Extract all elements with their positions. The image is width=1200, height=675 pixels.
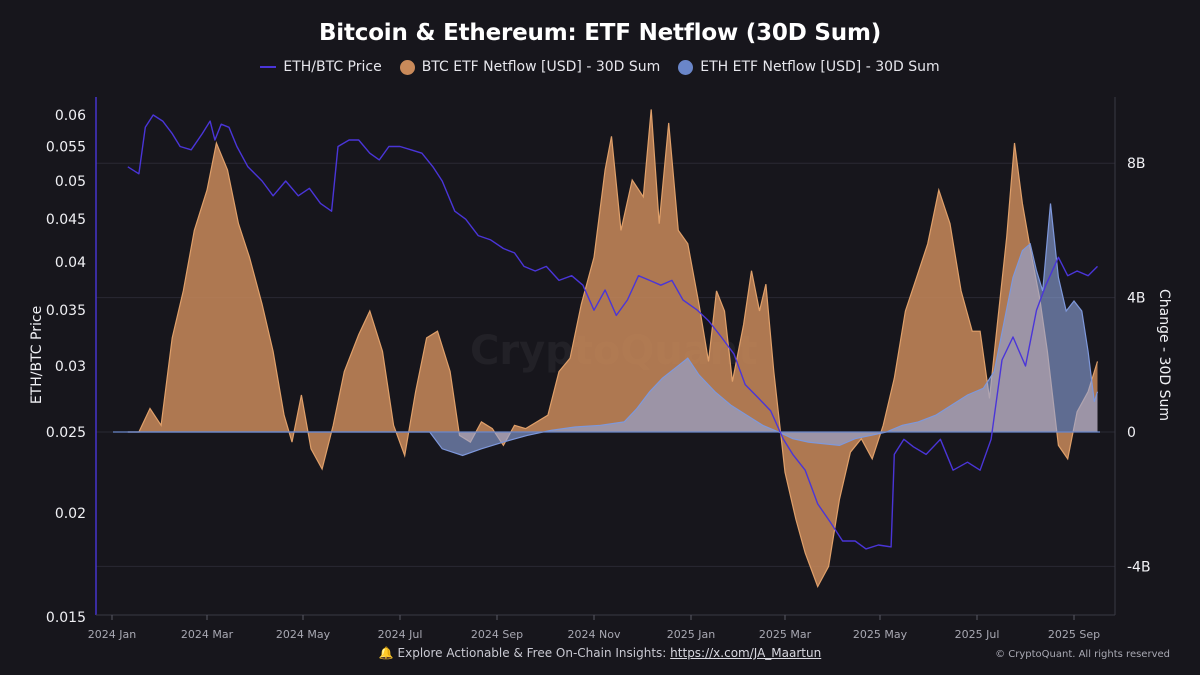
legend-dot-swatch: [399, 59, 415, 75]
y-left-tick-label: 0.045: [46, 212, 86, 228]
legend-line-swatch: [260, 66, 277, 68]
chart-title: Bitcoin & Ethereum: ETF Netflow (30D Sum…: [318, 20, 882, 46]
footer-text: Explore Actionable & Free On-Chain Insig…: [397, 646, 667, 660]
legend-label: BTC ETF Netflow [USD] - 30D Sum: [421, 59, 661, 75]
x-tick-label: 2024 Mar: [181, 628, 234, 641]
x-tick-label: 2025 May: [853, 628, 908, 641]
x-tick-label: 2025 Jul: [955, 628, 1000, 641]
y-right-tick-label: 4B: [1127, 291, 1146, 307]
eth-etf-netflow-area: [127, 203, 1098, 456]
y-left-tick-label: 0.06: [55, 108, 86, 124]
legend-item-eth-btc-price[interactable]: ETH/BTC Price: [260, 59, 382, 75]
y-left-tick-label: 0.025: [46, 425, 86, 441]
x-tick-label: 2025 Jan: [667, 628, 715, 641]
eth-btc-price-line: [127, 114, 1098, 550]
legend-label: ETH/BTC Price: [283, 59, 382, 75]
y-left-tick-label: 0.04: [55, 255, 86, 271]
footer: 🔔 Explore Actionable & Free On-Chain Ins…: [0, 646, 1200, 660]
y-right-tick-label: 0: [1127, 425, 1136, 441]
x-tick-label: 2024 Nov: [568, 628, 621, 641]
y-left-tick-label: 0.015: [46, 610, 86, 626]
btc-etf-netflow-line: [127, 109, 1099, 589]
btc-etf-netflow-area: [127, 109, 1098, 587]
x-tick-label: 2025 Sep: [1048, 628, 1100, 641]
x-tick-label: 2024 Sep: [471, 628, 523, 641]
y-left-tick-label: 0.055: [46, 140, 86, 156]
x-tick-label: 2024 Jan: [88, 628, 136, 641]
eth-etf-netflow-line: [127, 203, 1099, 457]
footer-link[interactable]: https://x.com/JA_Maartun: [670, 646, 822, 660]
y-left-tick-label: 0.03: [55, 359, 86, 375]
y-right-tick-label: 8B: [1127, 156, 1146, 172]
legend-item-eth-etf-netflow[interactable]: ETH ETF Netflow [USD] - 30D Sum: [678, 59, 940, 75]
y-left-axis-title: ETH/BTC Price: [29, 306, 45, 404]
x-tick-label: 2024 May: [276, 628, 331, 641]
y-left-tick-label: 0.02: [55, 506, 86, 522]
bell-icon: 🔔: [378, 646, 394, 660]
y-left-tick-label: 0.035: [46, 303, 86, 319]
y-right-tick-label: -4B: [1127, 559, 1151, 575]
x-tick-label: 2025 Mar: [759, 628, 812, 641]
x-tick-label: 2024 Jul: [378, 628, 423, 641]
copyright: © CryptoQuant. All rights reserved: [995, 649, 1170, 660]
y-left-tick-label: 0.05: [55, 174, 86, 190]
legend-label: ETH ETF Netflow [USD] - 30D Sum: [700, 59, 940, 75]
legend: ETH/BTC Price BTC ETF Netflow [USD] - 30…: [0, 59, 1200, 75]
legend-dot-swatch: [678, 59, 694, 75]
y-right-axis-title: Change - 30D Sum: [1156, 289, 1172, 421]
legend-item-btc-etf-netflow[interactable]: BTC ETF Netflow [USD] - 30D Sum: [399, 59, 661, 75]
